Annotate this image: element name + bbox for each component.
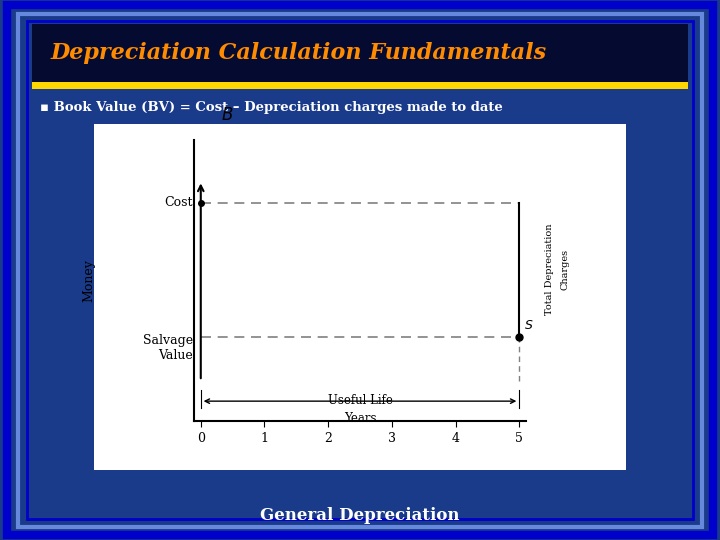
Text: Useful Life: Useful Life	[328, 394, 392, 408]
Bar	[32, 82, 688, 89]
Text: ▪ Book Value (BV) = Cost – Depreciation charges made to date: ▪ Book Value (BV) = Cost – Depreciation …	[40, 102, 503, 114]
Text: Charges: Charges	[561, 249, 570, 290]
Text: Money: Money	[82, 259, 95, 302]
Text: General Depreciation: General Depreciation	[260, 507, 460, 524]
Text: $\mathit{B}$: $\mathit{B}$	[221, 106, 233, 124]
Text: Depreciation Calculation Fundamentals: Depreciation Calculation Fundamentals	[50, 42, 546, 64]
Text: Years: Years	[343, 412, 377, 426]
Bar	[32, 24, 688, 84]
Text: Cost: Cost	[165, 197, 193, 210]
Text: Total Depreciation: Total Depreciation	[545, 224, 554, 315]
Text: Salvage
Value: Salvage Value	[143, 334, 193, 362]
Bar	[94, 124, 626, 470]
Text: $\mathit{S}$: $\mathit{S}$	[524, 319, 534, 332]
